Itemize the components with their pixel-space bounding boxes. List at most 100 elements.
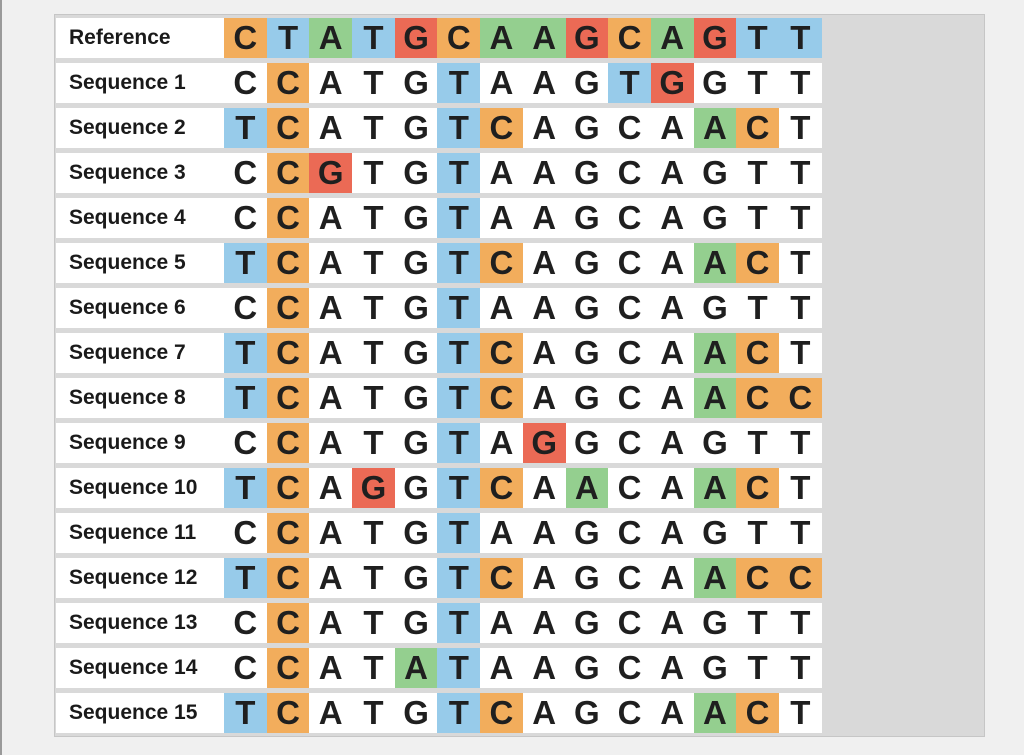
base-cell: A — [309, 513, 353, 553]
base-cell: A — [693, 243, 737, 283]
base-cell: G — [394, 513, 438, 553]
base-cell: C — [266, 423, 310, 463]
base-cell: C — [224, 513, 267, 553]
base-cell: A — [650, 648, 694, 688]
base-cell: G — [565, 333, 609, 373]
base-cell: A — [309, 333, 353, 373]
base-cell: G — [693, 18, 737, 58]
base-cell: A — [309, 288, 353, 328]
base-cell: C — [778, 558, 822, 598]
base-cell: C — [266, 513, 310, 553]
base-cell: A — [480, 513, 523, 553]
base-cell: A — [650, 333, 694, 373]
base-cell: T — [778, 108, 822, 148]
base-cell: T — [778, 198, 822, 238]
base-cell: T — [736, 63, 779, 103]
base-cell: T — [736, 18, 779, 58]
base-cell: T — [778, 603, 822, 643]
base-cell: G — [394, 243, 438, 283]
base-cell: C — [266, 108, 310, 148]
base-cell: T — [736, 198, 779, 238]
base-cell: A — [650, 153, 694, 193]
base-cell: G — [394, 693, 438, 733]
base-cell: T — [224, 378, 267, 418]
base-cell: T — [352, 693, 395, 733]
base-cell: A — [693, 468, 737, 508]
base-cell: T — [352, 288, 395, 328]
base-cell: C — [608, 468, 651, 508]
base-cell: T — [352, 198, 395, 238]
base-cell: T — [352, 243, 395, 283]
base-cell: C — [266, 378, 310, 418]
base-cell: A — [693, 693, 737, 733]
base-cell: A — [650, 693, 694, 733]
base-cell: G — [565, 558, 609, 598]
base-cell: G — [394, 558, 438, 598]
base-cell: G — [565, 288, 609, 328]
base-cell: C — [266, 468, 310, 508]
base-cell: G — [693, 423, 737, 463]
base-cell: T — [437, 648, 481, 688]
base-cell: T — [352, 513, 395, 553]
base-cell: T — [352, 648, 395, 688]
base-cell: T — [778, 693, 822, 733]
base-cell: T — [352, 63, 395, 103]
base-cell: C — [736, 333, 779, 373]
base-cell: C — [266, 603, 310, 643]
base-cell: A — [480, 198, 523, 238]
base-cell: G — [394, 468, 438, 508]
base-cell: G — [565, 63, 609, 103]
base-cell: C — [266, 153, 310, 193]
base-cell: G — [394, 333, 438, 373]
base-cell: A — [309, 648, 353, 688]
base-cell: T — [736, 423, 779, 463]
base-cell: A — [522, 513, 566, 553]
base-cell: A — [522, 603, 566, 643]
base-cell: C — [736, 693, 779, 733]
base-cell: C — [437, 18, 481, 58]
base-cell: C — [224, 153, 267, 193]
base-cell: T — [224, 693, 267, 733]
base-cell: C — [608, 288, 651, 328]
base-cell: C — [608, 603, 651, 643]
base-cell: C — [778, 378, 822, 418]
base-cell: C — [480, 333, 523, 373]
base-cell: A — [522, 648, 566, 688]
base-cell: A — [480, 648, 523, 688]
base-cell: A — [650, 18, 694, 58]
base-cell: T — [224, 108, 267, 148]
base-cell: A — [693, 333, 737, 373]
base-cell: T — [437, 513, 481, 553]
base-cell: G — [565, 198, 609, 238]
row-label: Sequence 14 — [56, 648, 224, 688]
base-cell: C — [224, 648, 267, 688]
base-cell: A — [309, 603, 353, 643]
base-cell: G — [522, 423, 566, 463]
base-cell: C — [266, 198, 310, 238]
base-cell: C — [266, 243, 310, 283]
reference-row: Reference C T A T G C A A G C A G T T — [56, 18, 985, 58]
base-cell: T — [437, 468, 481, 508]
base-cell: C — [608, 243, 651, 283]
base-cell: T — [437, 108, 481, 148]
base-cell: A — [522, 333, 566, 373]
base-cell: G — [565, 108, 609, 148]
base-cell: C — [608, 153, 651, 193]
base-cell: C — [266, 333, 310, 373]
base-cell: C — [480, 693, 523, 733]
base-cell: G — [693, 648, 737, 688]
base-cell: G — [394, 153, 438, 193]
base-cell: A — [309, 198, 353, 238]
base-cell: G — [693, 63, 737, 103]
base-cell: A — [309, 63, 353, 103]
base-cell: T — [437, 423, 481, 463]
base-cell: G — [565, 243, 609, 283]
base-cell: T — [736, 513, 779, 553]
base-cell: T — [778, 468, 822, 508]
base-cell: A — [693, 558, 737, 598]
base-cell: C — [266, 63, 310, 103]
row-label: Reference — [56, 18, 224, 58]
